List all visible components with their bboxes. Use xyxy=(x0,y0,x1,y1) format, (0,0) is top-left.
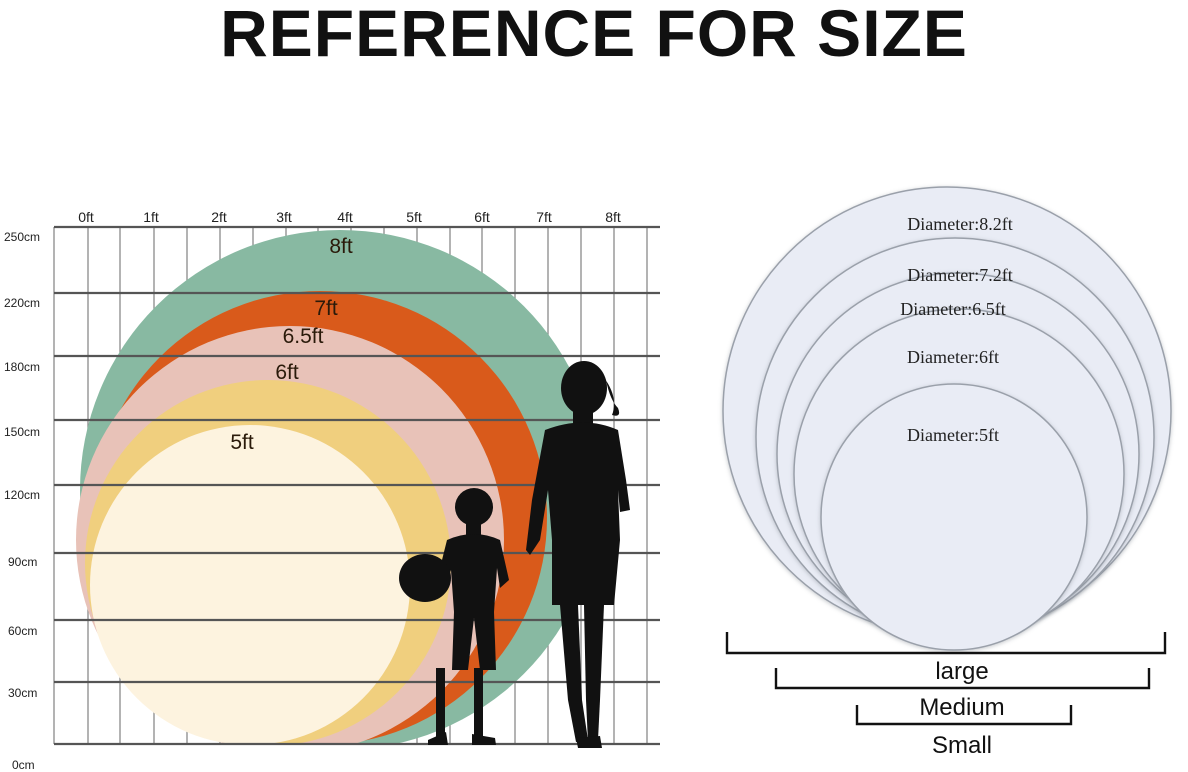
diameter-label: Diameter:5ft xyxy=(907,425,999,445)
bracket-medium xyxy=(774,668,1151,690)
woman-silhouette xyxy=(526,361,630,748)
diameter-label: Diameter:6ft xyxy=(907,347,999,367)
arc-label-5ft: 5ft xyxy=(230,431,254,454)
cm-tick: 90cm xyxy=(8,555,37,569)
bracket-label-large: large xyxy=(935,658,988,685)
diameter-circles: Diameter:8.2ft Diameter:7.2ft Diameter:6… xyxy=(722,186,1172,651)
bracket-label-medium: Medium xyxy=(919,694,1004,721)
arc-label-7ft: 7ft xyxy=(314,297,338,320)
ft-tick: 7ft xyxy=(536,209,552,225)
page-title: REFERENCE FOR SIZE xyxy=(220,0,968,70)
ft-tick: 2ft xyxy=(211,209,227,225)
cm-tick: 30cm xyxy=(8,686,37,700)
cm-tick: 60cm xyxy=(8,624,37,638)
arc-label-6-5ft: 6.5ft xyxy=(283,325,324,348)
ft-tick: 3ft xyxy=(276,209,292,225)
cm-tick: 150cm xyxy=(4,425,40,439)
ft-ticks: 0ft 1ft 2ft 3ft 4ft 5ft 6ft 7ft 8ft xyxy=(78,209,621,225)
cm-tick: 220cm xyxy=(4,296,40,310)
size-chart: 0ft 1ft 2ft 3ft 4ft 5ft 6ft 7ft 8ft 250c… xyxy=(4,209,660,772)
diameter-label: Diameter:8.2ft xyxy=(907,214,1012,234)
ft-tick: 6ft xyxy=(474,209,490,225)
arc-labels: 8ft 7ft 6.5ft 6ft 5ft xyxy=(230,235,353,454)
ft-tick: 5ft xyxy=(406,209,422,225)
bracket-label-small: Small xyxy=(932,732,992,759)
bracket-labels: large Medium Small xyxy=(919,658,1004,759)
size-arcs xyxy=(76,230,600,744)
arc-label-8ft: 8ft xyxy=(329,235,353,258)
ft-tick: 0ft xyxy=(78,209,94,225)
bracket-large xyxy=(725,632,1167,655)
arc-5ft xyxy=(90,425,410,744)
diameter-labels: Diameter:8.2ft Diameter:7.2ft Diameter:6… xyxy=(900,214,1012,445)
diameter-label: Diameter:6.5ft xyxy=(900,299,1005,319)
cm-tick: 0cm xyxy=(12,758,35,772)
size-brackets xyxy=(725,632,1167,726)
ft-tick: 1ft xyxy=(143,209,159,225)
child-silhouette xyxy=(399,488,509,745)
cm-tick: 120cm xyxy=(4,488,40,502)
bracket-small xyxy=(855,705,1073,726)
cm-tick: 180cm xyxy=(4,360,40,374)
cm-ticks: 250cm 220cm 180cm 150cm 120cm 90cm 60cm … xyxy=(4,230,40,772)
circle-5ft xyxy=(820,383,1088,651)
horizontal-grid xyxy=(54,225,660,746)
ft-tick: 4ft xyxy=(337,209,353,225)
cm-tick: 250cm xyxy=(4,230,40,244)
ft-tick: 8ft xyxy=(605,209,621,225)
arc-label-6ft: 6ft xyxy=(275,361,299,384)
diameter-label: Diameter:7.2ft xyxy=(907,265,1012,285)
